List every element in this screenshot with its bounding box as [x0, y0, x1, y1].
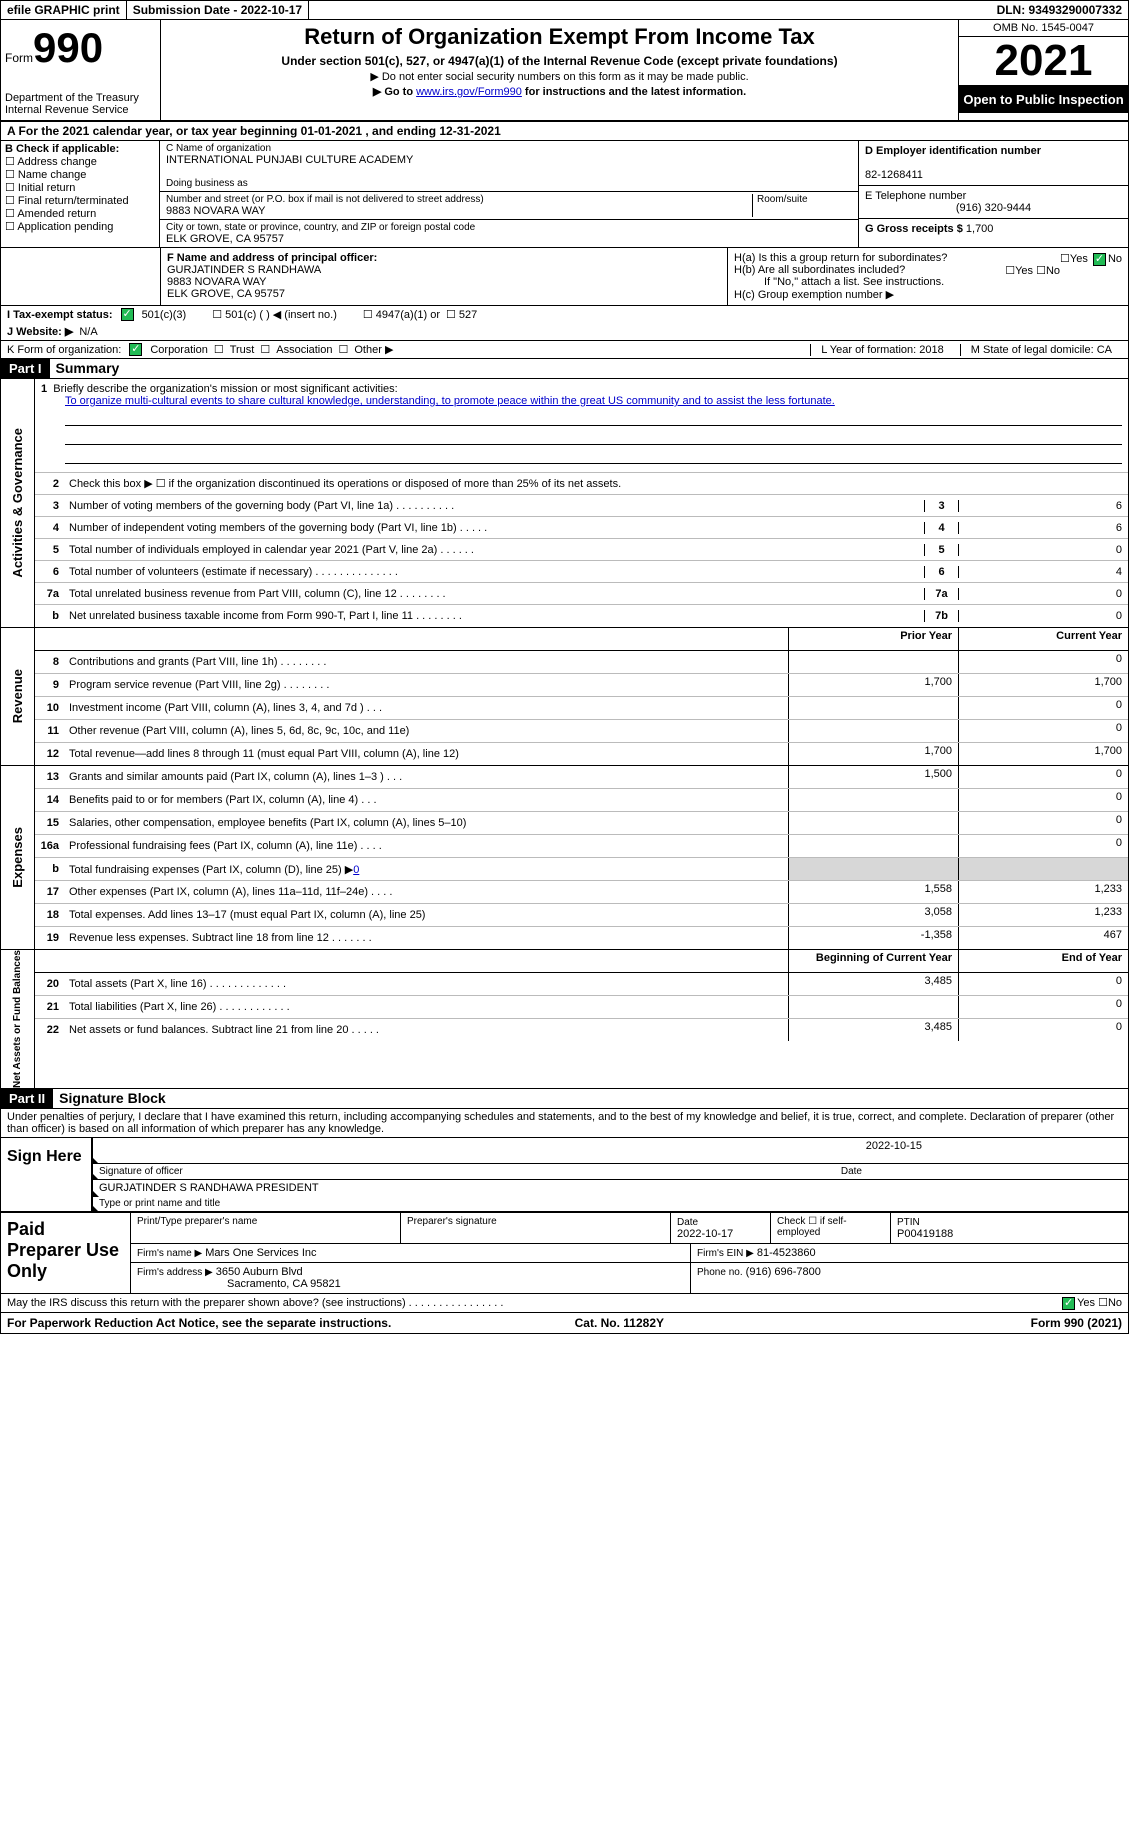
phone-value: (916) 320-9444	[865, 202, 1122, 214]
hb-note: If "No," attach a list. See instructions…	[734, 276, 1122, 288]
open-to-public: Open to Public Inspection	[959, 86, 1128, 113]
street-value: 9883 NOVARA WAY	[166, 205, 752, 217]
form-title: Return of Organization Exempt From Incom…	[165, 24, 954, 50]
form-subtitle: Under section 501(c), 527, or 4947(a)(1)…	[165, 54, 954, 68]
col-c: C Name of organizationINTERNATIONAL PUNJ…	[160, 141, 859, 248]
website-value: N/A	[79, 326, 97, 338]
hb-label: H(b) Are all subordinates included?	[734, 264, 905, 276]
omb-number: OMB No. 1545-0047	[959, 20, 1128, 37]
efile-label: efile GRAPHIC print	[1, 1, 127, 19]
irs-label: Internal Revenue Service	[5, 104, 156, 116]
officer-city: ELK GROVE, CA 95757	[167, 288, 285, 300]
footer: For Paperwork Reduction Act Notice, see …	[0, 1313, 1129, 1334]
firm-ein: 81-4523860	[757, 1247, 816, 1259]
revenue-section: Revenue Prior YearCurrent Year 8Contribu…	[0, 628, 1129, 766]
city-label: City or town, state or province, country…	[166, 222, 852, 233]
val-4: 6	[958, 522, 1128, 534]
officer-name: GURJATINDER S RANDHAWA	[167, 264, 321, 276]
top-bar: efile GRAPHIC print Submission Date - 20…	[0, 0, 1129, 20]
dln: DLN: 93493290007332	[991, 1, 1128, 19]
val-3: 6	[958, 500, 1128, 512]
col-deg: D Employer identification number 82-12684…	[859, 141, 1129, 248]
ein-value: 82-1268411	[865, 169, 923, 181]
header-right: OMB No. 1545-0047 2021 Open to Public In…	[958, 20, 1128, 120]
check-if-applicable: B Check if applicable:	[5, 143, 155, 155]
col-b: B Check if applicable: ☐ Address change …	[0, 141, 160, 248]
val-7a: 0	[958, 588, 1128, 600]
sign-here-block: Sign Here 2022-10-15 Signature of office…	[0, 1138, 1129, 1212]
gross-receipts-label: G Gross receipts $	[865, 223, 963, 235]
opt-amended-return[interactable]: ☐ Amended return	[5, 207, 155, 220]
phone-label: E Telephone number	[865, 190, 966, 202]
chk-501c3[interactable]: ✓	[121, 308, 134, 321]
officer-street: 9883 NOVARA WAY	[167, 276, 266, 288]
f-h-row: F Name and address of principal officer:…	[0, 248, 1129, 306]
discuss-yes-checked[interactable]: ✓	[1062, 1297, 1075, 1310]
ha-label: H(a) Is this a group return for subordin…	[734, 252, 947, 264]
opt-address-change[interactable]: ☐ Address change	[5, 155, 155, 168]
declaration: Under penalties of perjury, I declare th…	[0, 1109, 1129, 1138]
form-word: Form	[5, 51, 33, 65]
firm-name: Mars One Services Inc	[205, 1247, 316, 1259]
tax-year: 2021	[959, 37, 1128, 86]
form-number: 990	[33, 24, 103, 71]
firm-addr2: Sacramento, CA 95821	[137, 1278, 341, 1290]
mission-text: To organize multi-cultural events to sha…	[65, 395, 835, 407]
val-6: 4	[958, 566, 1128, 578]
calendar-year-row: A For the 2021 calendar year, or tax yea…	[0, 122, 1129, 141]
org-name-label: C Name of organization	[166, 143, 852, 154]
city-value: ELK GROVE, CA 95757	[166, 233, 852, 245]
irs-link[interactable]: www.irs.gov/Form990	[416, 86, 522, 98]
hc-label: H(c) Group exemption number ▶	[734, 288, 1122, 301]
part1-header: Part ISummary	[0, 359, 1129, 379]
ptin-value: P00419188	[897, 1228, 953, 1240]
submission-date: Submission Date - 2022-10-17	[127, 1, 309, 19]
header-mid: Return of Organization Exempt From Incom…	[161, 20, 958, 120]
opt-application-pending[interactable]: ☐ Application pending	[5, 220, 155, 233]
street-label: Number and street (or P.O. box if mail i…	[166, 194, 752, 205]
officer-printed-name: GURJATINDER S RANDHAWA PRESIDENT	[99, 1182, 319, 1194]
entity-grid: B Check if applicable: ☐ Address change …	[0, 141, 1129, 248]
val-5: 0	[958, 544, 1128, 556]
dba-label: Doing business as	[166, 178, 852, 189]
net-assets-section: Net Assets or Fund Balances Beginning of…	[0, 950, 1129, 1089]
opt-name-change[interactable]: ☐ Name change	[5, 168, 155, 181]
form-header: Form990 Department of the Treasury Inter…	[0, 20, 1129, 122]
paid-preparer: Paid Preparer Use Only Print/Type prepar…	[0, 1212, 1129, 1294]
chk-corporation[interactable]: ✓	[129, 343, 142, 356]
gross-receipts-value: 1,700	[966, 223, 994, 235]
discuss-row: May the IRS discuss this return with the…	[0, 1294, 1129, 1313]
opt-initial-return[interactable]: ☐ Initial return	[5, 181, 155, 194]
firm-addr1: 3650 Auburn Blvd	[216, 1266, 303, 1278]
tax-exempt-row: I Tax-exempt status: ✓501(c)(3) ☐ 501(c)…	[0, 306, 1129, 323]
activities-governance: Activities & Governance 1 Briefly descri…	[0, 379, 1129, 628]
dept-treasury: Department of the Treasury	[5, 92, 156, 104]
ha-no-checked[interactable]: ✓	[1093, 253, 1106, 266]
website-row: J Website: ▶ N/A	[0, 323, 1129, 341]
firm-phone: (916) 696-7800	[746, 1266, 821, 1278]
officer-label: F Name and address of principal officer:	[167, 252, 377, 264]
header-left: Form990 Department of the Treasury Inter…	[1, 20, 161, 120]
ein-label: D Employer identification number	[865, 145, 1041, 157]
opt-final-return[interactable]: ☐ Final return/terminated	[5, 194, 155, 207]
expenses-section: Expenses 13Grants and similar amounts pa…	[0, 766, 1129, 950]
sign-date: 2022-10-15	[866, 1140, 1122, 1152]
ssn-note: ▶ Do not enter social security numbers o…	[165, 70, 954, 83]
part2-header: Part IISignature Block	[0, 1089, 1129, 1109]
goto-note: ▶ Go to www.irs.gov/Form990 for instruct…	[165, 85, 954, 98]
val-7b: 0	[958, 610, 1128, 622]
room-suite-label: Room/suite	[752, 194, 852, 217]
k-l-m-row: K Form of organization: ✓Corporation ☐ T…	[0, 341, 1129, 359]
org-name: INTERNATIONAL PUNJABI CULTURE ACADEMY	[166, 154, 852, 166]
